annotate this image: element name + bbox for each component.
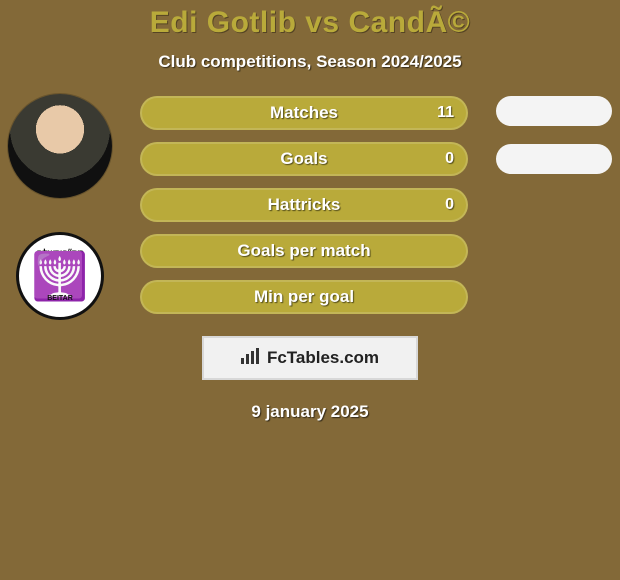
page-subtitle: Club competitions, Season 2024/2025 [0, 52, 620, 72]
stat-label: Goals [280, 149, 327, 169]
right-column [496, 94, 612, 174]
content-wrapper: Edi Gotlib vs CandÃ© Club competitions, … [0, 0, 620, 422]
left-column: בית״ר ירושלים 🕎 BEITAR [8, 94, 112, 320]
stat-label: Matches [270, 103, 338, 123]
opponent-pill-matches [496, 96, 612, 126]
menorah-icon: בית״ר ירושלים 🕎 BEITAR [31, 249, 88, 302]
brand-text: FcTables.com [267, 348, 379, 368]
main-row: בית״ר ירושלים 🕎 BEITAR Matches 11 Goals … [0, 94, 620, 320]
club-badge: בית״ר ירושלים 🕎 BEITAR [16, 232, 104, 320]
stat-value: 0 [445, 150, 454, 168]
stat-value: 0 [445, 196, 454, 214]
stat-label: Min per goal [254, 287, 354, 307]
page-title: Edi Gotlib vs CandÃ© [0, 6, 620, 40]
stats-column: Matches 11 Goals 0 Hattricks 0 Goals per… [140, 94, 468, 314]
chart-icon [241, 348, 261, 369]
stat-label: Goals per match [237, 241, 370, 261]
stat-row-matches: Matches 11 [140, 96, 468, 130]
opponent-pill-goals [496, 144, 612, 174]
stat-row-goals-per-match: Goals per match [140, 234, 468, 268]
stat-row-hattricks: Hattricks 0 [140, 188, 468, 222]
brand-box[interactable]: FcTables.com [202, 336, 418, 380]
stat-value: 11 [437, 104, 454, 122]
date-text: 9 january 2025 [0, 402, 620, 422]
stat-label: Hattricks [268, 195, 341, 215]
stat-row-goals: Goals 0 [140, 142, 468, 176]
stat-row-min-per-goal: Min per goal [140, 280, 468, 314]
player-avatar [8, 94, 112, 198]
